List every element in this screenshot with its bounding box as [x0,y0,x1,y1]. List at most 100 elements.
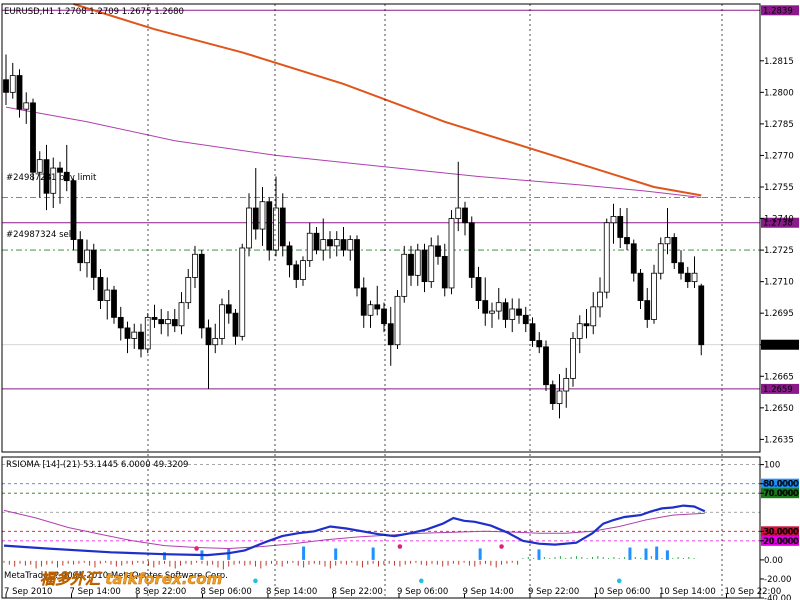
candle-bear [644,300,651,320]
price-tick-label: 1.2680 [764,341,794,351]
rsi-signal-dot-magenta [194,546,199,551]
rsi-signal-dot-cyan [616,578,622,584]
candle-bull [664,237,671,245]
order-buy-limit-label: #24987281 buy limit [6,173,97,183]
candle-bull [394,295,401,346]
candle-bull [455,207,462,219]
axes: 1.28151.28001.27851.27701.27551.27401.27… [1,3,799,600]
candle-bear [171,319,178,327]
rsi-tick-label: 30.0000 [764,527,799,537]
candle-bull [401,253,408,297]
candle-bear [279,207,286,247]
candle-bear [630,243,637,274]
price-panel[interactable]: 1.2839 1.2738 1.2680 1.2659 [2,3,799,419]
time-tick-label: 10 Sep 22:00 [725,587,782,597]
candle-bull [570,338,576,379]
time-tick-label: 9 Sep 22:00 [528,587,579,597]
time-tick-label: 9 Sep 06:00 [397,587,448,597]
candle-bear [522,314,529,325]
candle-bull [239,247,246,337]
price-marker-label: 1.2738 [763,219,793,229]
candle-bear [111,289,117,318]
price-tick-label: 1.2800 [764,88,794,98]
candle-bear [374,304,381,310]
time-tick-label: 8 Sep 14:00 [266,587,317,597]
candle-bull [50,167,57,194]
candle-bull [259,201,266,230]
rsi-level-marker [761,488,799,499]
candle-bear [381,308,387,325]
price-tick-label: 1.2695 [764,309,794,319]
candle-bear [354,239,360,289]
candle-bear [549,384,556,405]
time-tick-label: 9 Sep 14:00 [463,587,514,597]
rsi-level-marker [761,526,799,537]
candle-bull [23,102,30,110]
candle-bull [563,377,570,392]
candle-bear [205,327,212,346]
candle-bear [360,287,367,316]
rsi-blue-bar [478,548,482,560]
candle-bear [286,245,293,266]
candle-bear [637,272,644,301]
price-marker [761,5,799,16]
main-header: EURUSD,H1 1.2708 1.2709 1.2675 1.2680 [4,7,184,17]
candle-bull [489,310,495,314]
candle-bull [306,232,313,262]
rsi-level-marker-label: 70.0000 [763,489,798,499]
candle-bull [597,291,603,308]
candle-bull [333,239,340,247]
candle-bull [603,222,610,293]
candle-bear [408,253,414,276]
candle-bull [212,338,219,346]
candle-bull [367,304,374,316]
candle-bear [387,323,394,346]
rsi-blue-bar [302,546,306,560]
candle-bear [63,171,70,182]
candle-bull [320,239,327,251]
price-tick-label: 1.2770 [764,151,794,161]
ma-slow-line [5,106,702,198]
time-tick-label: 8 Sep 22:00 [332,587,383,597]
price-marker [761,339,799,350]
rsi-tick-label: 20.0000 [764,537,799,547]
candle-bear [124,327,131,339]
candle-bear [225,304,232,314]
candle-bull [246,207,252,249]
candle-bull [448,218,455,289]
order-sell-label: #24987324 sell [6,230,73,240]
candle-bear [313,232,320,251]
candle-bear [57,167,63,173]
candle-bull [414,249,421,276]
rsi-signal-dot-cyan [253,578,258,584]
rsi-blue-bar [334,548,338,560]
price-tick-label: 1.2650 [764,404,794,414]
rsi-blue-bar [163,552,166,560]
rsi-signal-dot-cyan [419,578,424,584]
candle-bear [158,319,165,325]
ma-fast-line [73,3,702,197]
price-tick-label: 1.2665 [764,372,794,382]
candle-bear [516,308,522,316]
candle-bear [43,159,50,194]
price-marker [761,383,799,394]
candle-bull [576,323,583,339]
rsi-blue-bar [644,548,648,560]
candle-bull [657,243,664,274]
candle-bear [684,272,691,283]
candle-bull [691,272,698,283]
time-tick-label: 8 Sep 22:00 [135,587,186,597]
candle-bear [475,277,482,301]
rsi-signal-dot-magenta [499,544,504,549]
rsi-level-marker-label: 30.0000 [763,527,798,537]
candle-bull [9,75,16,93]
price-tick-label: 1.2755 [764,183,794,193]
candle-bear [16,75,23,110]
candle-bear [698,285,705,346]
candle-bull [428,245,435,283]
candle-bear [543,346,549,386]
candle-bear [90,249,97,278]
rsi-level-marker [761,478,799,489]
